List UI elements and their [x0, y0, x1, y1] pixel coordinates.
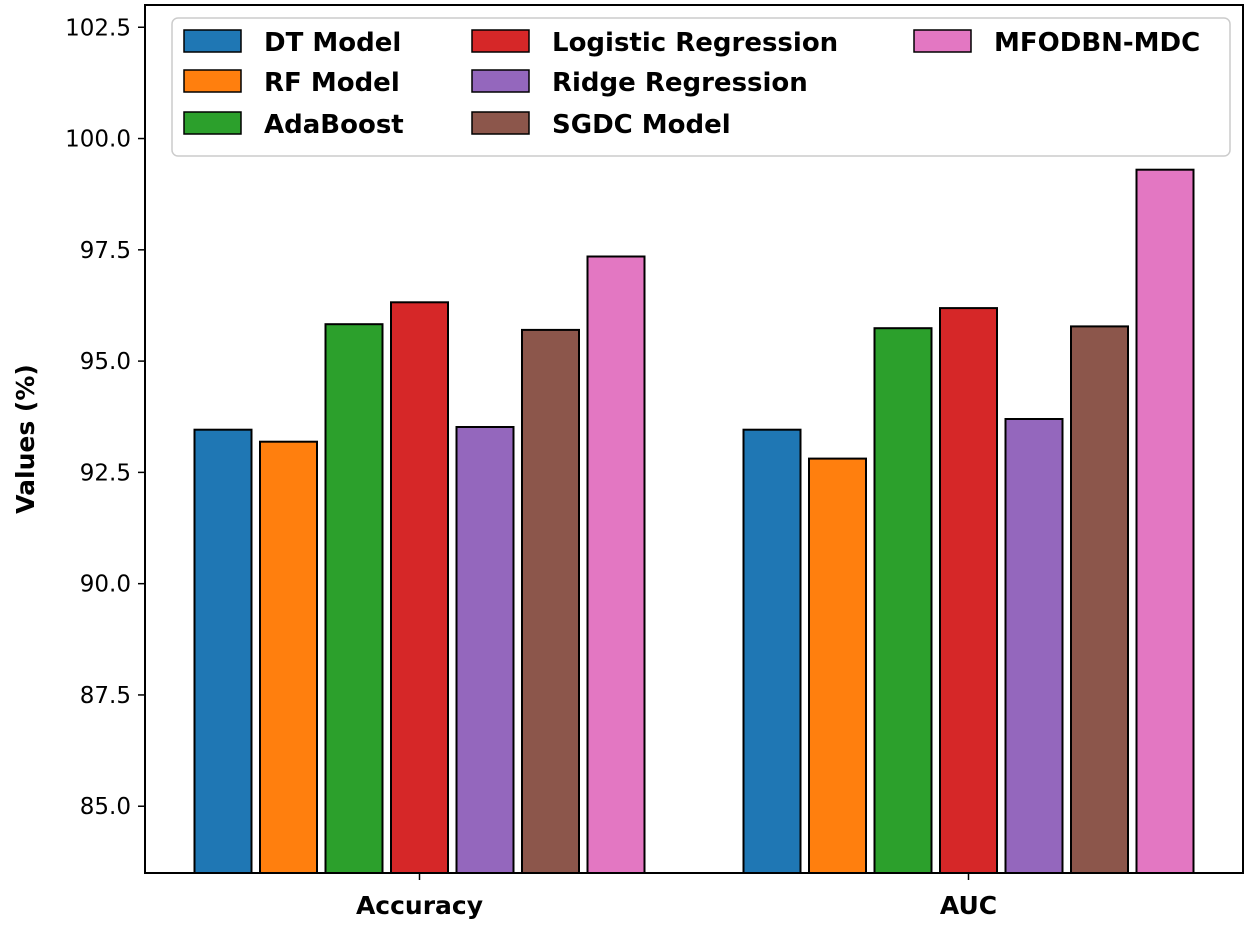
bar-auc-ridge-regression — [1004, 418, 1064, 874]
y-tick-label-97-5: 97.5 — [80, 238, 131, 264]
bar-accuracy-adaboost — [324, 323, 384, 874]
bar-accuracy-rf-model — [259, 440, 318, 874]
legend-swatch-ridge-regression — [471, 69, 530, 93]
legend-label-sgdc-model: SGDC Model — [552, 110, 731, 140]
y-tick-label-95-0: 95.0 — [80, 349, 131, 375]
y-tick-label-87-5: 87.5 — [80, 683, 131, 709]
bar-auc-logistic-regression — [939, 307, 998, 875]
y-tick-label-85-0: 85.0 — [80, 794, 131, 820]
y-tick-label-92-5: 92.5 — [80, 460, 131, 486]
x-tick-label-auc: AUC — [940, 891, 997, 920]
legend-swatch-rf-model — [183, 69, 242, 93]
legend-label-ridge-regression: Ridge Regression — [552, 68, 808, 98]
legend: DT Model RF Model AdaBoost Logistic Regress… — [171, 17, 1231, 157]
legend-swatch-sgdc-model — [471, 111, 530, 135]
legend-swatch-mfodbn-mdc — [913, 29, 972, 53]
legend-swatch-adaboost — [183, 111, 242, 135]
bar-accuracy-dt-model — [193, 428, 253, 874]
y-tick-label-90-0: 90.0 — [80, 572, 131, 598]
bar-auc-rf-model — [808, 457, 867, 874]
plot-frame — [144, 4, 1244, 874]
bar-accuracy-mfodbn-mdc — [586, 255, 646, 874]
bars-layer — [193, 168, 1195, 875]
axes-layer: Accuracy AUC 85.0 87.5 90.0 92.5 95.0 97.5 100.0… — [11, 4, 1244, 920]
legend-label-rf-model: RF Model — [264, 68, 400, 98]
legend-label-dt-model: DT Model — [264, 28, 401, 58]
bar-accuracy-sgdc-model — [521, 328, 580, 874]
y-axis-title: Values (%) — [11, 364, 40, 514]
bar-accuracy-logistic-regression — [390, 301, 449, 874]
bar-auc-sgdc-model — [1070, 325, 1129, 874]
legend-swatch-logistic-regression — [471, 29, 530, 53]
y-tick-label-102-5: 102.5 — [65, 15, 131, 41]
legend-label-adaboost: AdaBoost — [264, 110, 404, 140]
bar-accuracy-ridge-regression — [455, 426, 515, 874]
bar-auc-mfodbn-mdc — [1135, 168, 1195, 874]
bar-auc-dt-model — [742, 428, 802, 874]
bar-auc-adaboost — [873, 327, 933, 874]
x-tick-label-accuracy: Accuracy — [356, 891, 483, 920]
y-tick-label-100-0: 100.0 — [65, 127, 131, 153]
legend-label-logistic-regression: Logistic Regression — [552, 28, 838, 58]
legend-label-mfodbn-mdc: MFODBN-MDC — [994, 28, 1200, 58]
legend-swatch-dt-model — [183, 29, 242, 53]
